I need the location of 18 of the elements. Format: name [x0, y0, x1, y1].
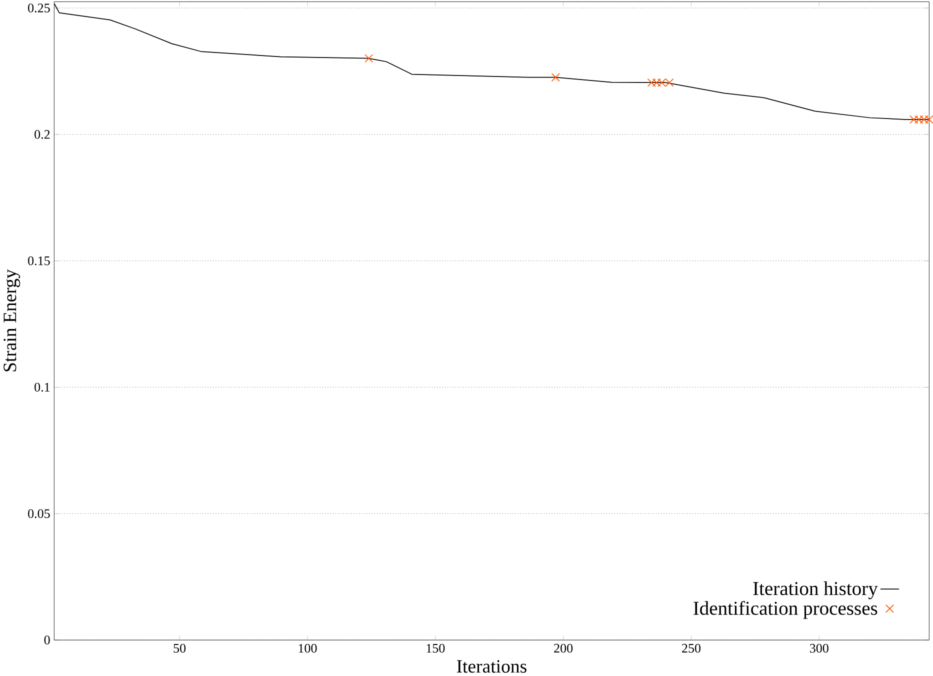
y-tick-label: 0.05	[28, 509, 50, 518]
legend-label: Iteration history	[753, 581, 878, 600]
y-tick-label: 0.25	[28, 3, 50, 12]
point	[364, 54, 374, 62]
y-tick-label: 0.2	[34, 130, 50, 139]
legend-label: Identification processes	[694, 600, 878, 619]
point	[551, 72, 560, 82]
x-tick-label: 200	[554, 644, 573, 652]
x-tick-label: 250	[682, 644, 700, 652]
x-tick-label: 300	[810, 644, 828, 652]
y-axis-title: Strain Energy	[4, 269, 20, 372]
y-tick-label: 0.15	[28, 256, 50, 266]
x-axis-title: Iterations	[456, 660, 526, 673]
x-tick-label: 150	[426, 644, 445, 652]
y-tick-label: 0.1	[34, 382, 50, 392]
x-tick-label: 100	[298, 644, 317, 652]
x-tick-label: 50	[174, 644, 186, 652]
y-tick-label: 0	[44, 635, 50, 644]
